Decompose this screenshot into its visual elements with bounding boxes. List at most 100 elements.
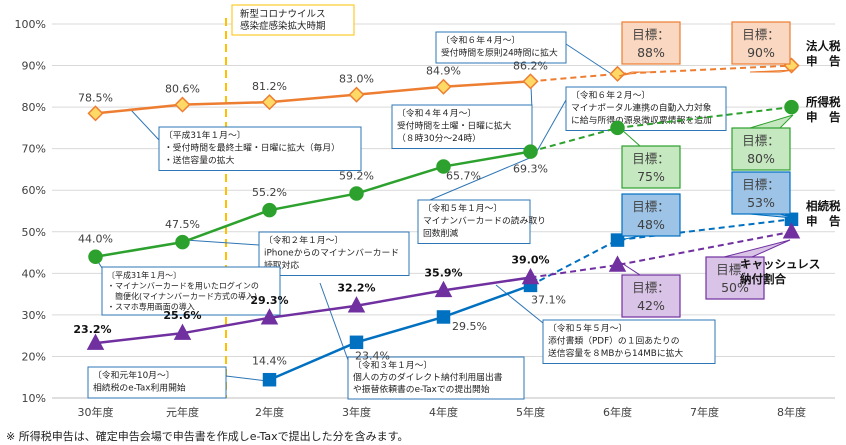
callout-text: 〔令和５年５月〜〕: [548, 322, 627, 334]
data-label: 25.6%: [163, 309, 201, 322]
x-tick-label: 4年度: [429, 405, 458, 419]
callout-text: や振替依頼書のe-Taxでの提出開始: [353, 383, 490, 395]
data-label: 32.2%: [337, 282, 375, 295]
x-tick-label: 5年度: [516, 405, 545, 419]
callout-text: 〔令和６年４月〜〕: [441, 34, 520, 46]
target-callout-tail: [619, 235, 652, 241]
x-tick-label: 3年度: [342, 405, 371, 419]
target-label-head: 目標：: [632, 199, 670, 214]
target-line: [530, 230, 792, 279]
data-label: 47.5%: [165, 218, 200, 231]
data-label: 83.0%: [339, 73, 374, 86]
callout-text: 〔令和４年４月〜〕: [397, 107, 476, 119]
y-tick-label: 80%: [22, 101, 46, 114]
callout-text: 〔平成31年１月〜〕: [164, 129, 246, 141]
y-tick-label: 70%: [22, 143, 46, 156]
target-label-head: 目標：: [632, 151, 670, 166]
target-label-head: 目標：: [632, 27, 670, 42]
target-point: [610, 233, 625, 247]
data-label: 39.0%: [511, 253, 549, 266]
data-point: [436, 159, 451, 174]
callout-text: 簡便化(マイナンバーカード方式の導入): [107, 291, 257, 301]
data-label: 59.2%: [339, 170, 374, 183]
callout-box: [565, 86, 727, 131]
callout-text: ・送信容量の拡大: [164, 154, 235, 166]
y-tick-label: 20%: [22, 350, 46, 363]
target-callout-box: [731, 21, 791, 65]
target-callout-box: [621, 274, 681, 318]
data-label: 37.1%: [531, 293, 566, 306]
callout-box: [258, 231, 410, 276]
callout-text: マイナンバーカードの読み取り: [423, 215, 546, 227]
series-name-label: 申 告: [806, 54, 841, 68]
series-name-label: 納付割合: [740, 272, 786, 286]
series-lines: [86, 57, 801, 387]
target-label-value: 48%: [637, 217, 665, 232]
callout-leader: [225, 375, 268, 382]
callout-text: 受付時間を原則24時間に拡大: [441, 47, 558, 59]
callout-box: [417, 199, 531, 244]
callout-text: 〔令和元年10月〜〕: [93, 369, 175, 381]
data-label: 44.0%: [78, 233, 113, 246]
series-line: [95, 80, 531, 115]
target-callout-box: [621, 21, 681, 65]
target-callout-box: [731, 127, 791, 171]
callout-leader: [565, 43, 614, 76]
data-point: [349, 335, 364, 350]
target-line: [530, 218, 792, 287]
callout-leader: [429, 156, 533, 201]
callout-text: 〔令和３年１月〜〕: [353, 359, 432, 371]
data-point: [174, 96, 191, 113]
callout-text: ・受付時間を最終土曜・日曜に拡大（毎月）: [164, 142, 340, 154]
data-point: [262, 202, 277, 218]
target-callout-box: [621, 193, 681, 237]
data-label: 78.5%: [78, 91, 113, 104]
series-name-label: 法人税: [806, 39, 841, 53]
target-callout-tail: [621, 129, 652, 147]
target-label-value: 90%: [747, 45, 775, 60]
callout-leader: [130, 109, 160, 141]
callout-text: マイナポータル連携の自動入力対象: [571, 102, 712, 114]
data-label: 80.6%: [165, 83, 200, 96]
data-label: 55.2%: [252, 186, 287, 199]
series-name-label: キャッシュレス: [740, 257, 820, 271]
data-point: [348, 86, 365, 103]
series-name-label: 申 告: [806, 110, 841, 124]
target-point: [608, 255, 627, 272]
data-point: [87, 105, 104, 122]
data-label: 23.2%: [73, 323, 111, 336]
data-label: 14.4%: [252, 355, 287, 368]
data-label: 86.2%: [513, 59, 548, 72]
callout-box: [158, 126, 362, 171]
target-label-head: 目標：: [742, 177, 780, 192]
callout-text: に給与所得の源泉徴収票情報を追加: [571, 114, 712, 126]
x-tick-label: 6年度: [603, 405, 632, 419]
target-label-head: 目標：: [742, 27, 780, 42]
callout-text: iPhoneからのマイナンバーカード: [264, 248, 399, 259]
target-callout-tail: [749, 114, 794, 129]
data-point: [347, 296, 366, 313]
covid-label-box: [231, 4, 355, 36]
data-label: 29.5%: [452, 320, 487, 333]
callout-box: [435, 31, 567, 64]
series-name-label: 申 告: [806, 214, 841, 228]
target-callout-tail: [723, 239, 791, 258]
target-point: [609, 65, 626, 82]
callout-leader: [495, 284, 544, 324]
callout-box: [542, 319, 716, 364]
target-callout-box: [705, 256, 765, 300]
x-tick-label: 8年度: [777, 405, 806, 419]
target-label-value: 75%: [637, 169, 665, 184]
series-line: [95, 276, 531, 345]
data-point: [436, 310, 451, 324]
data-point: [522, 73, 539, 90]
x-tick-label: 元年度: [166, 405, 199, 419]
callout-text: 〔令和２年１月〜〕: [264, 234, 343, 246]
target-point: [610, 120, 625, 136]
target-callout-tail: [749, 69, 794, 73]
callout-text: ・スマホ専用画面の導入: [107, 302, 195, 312]
data-labels: 78.5% 80.6% 81.2% 83.0% 84.9% 86.2% 44.0% 47.5%…: [73, 59, 566, 367]
data-point: [521, 267, 540, 285]
